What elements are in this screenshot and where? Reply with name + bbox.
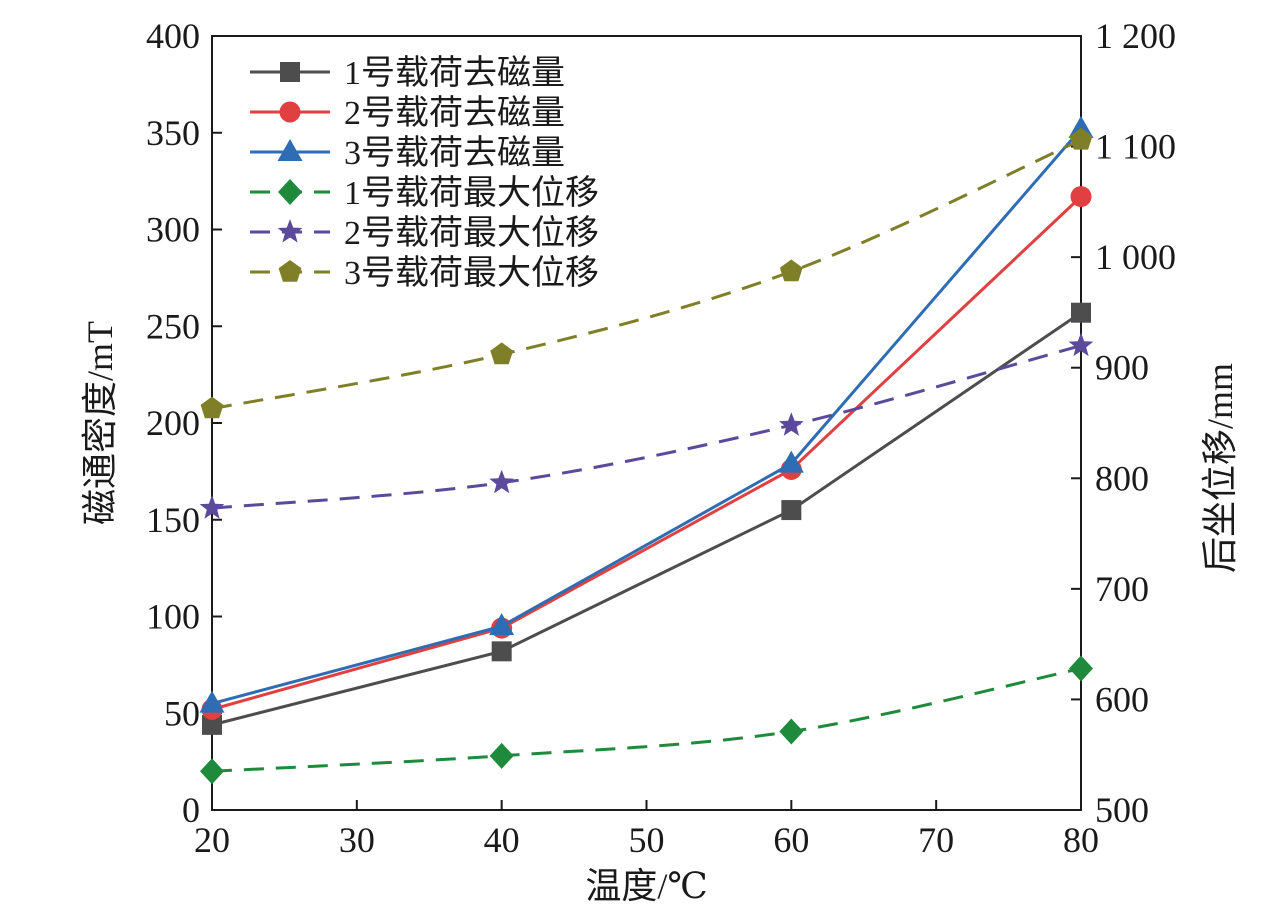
series-line (211, 667, 1082, 773)
data-point (781, 500, 802, 521)
y2-tick-label: 1 200 (1095, 16, 1176, 56)
x-tick-label: 30 (339, 820, 375, 860)
x-axis: 20 30 40 50 60 70 80 (194, 800, 1099, 860)
legend-label: 1号载荷去磁量 (344, 54, 565, 92)
data-point (277, 139, 303, 161)
data-point (277, 219, 303, 243)
y2-tick-label: 900 (1095, 348, 1149, 388)
y2-tick-label: 500 (1095, 790, 1149, 830)
y2-tick-label: 1 000 (1095, 237, 1176, 277)
y-tick-label: 100 (146, 597, 200, 637)
legend-item: 3号载荷最大位移 (250, 254, 599, 292)
y-tick-label: 300 (146, 210, 200, 250)
plot-frame (211, 35, 1082, 811)
x-axis-title: 温度/℃ (585, 866, 707, 906)
data-point (490, 342, 514, 365)
data-point (779, 718, 804, 745)
y-tick-label: 0 (182, 790, 200, 830)
legend-item: 1号载荷去磁量 (250, 54, 565, 92)
data-point (778, 450, 804, 473)
data-point (489, 613, 515, 636)
y-tick-label: 50 (164, 693, 200, 733)
y2-tick-label: 800 (1095, 458, 1149, 498)
data-point (200, 396, 224, 419)
y-tick-label: 350 (146, 113, 200, 153)
y2-tick-label: 700 (1095, 569, 1149, 609)
data-point (489, 469, 514, 494)
series-2 (201, 186, 1092, 720)
y-tick-label: 200 (146, 403, 200, 443)
plot-border (211, 35, 1082, 811)
x-tick-label: 70 (918, 820, 954, 860)
series-line (211, 127, 1083, 706)
data-point (491, 641, 512, 662)
data-point (200, 758, 224, 785)
data-point (1070, 186, 1092, 208)
data-point (278, 179, 302, 205)
data-point (1071, 302, 1091, 323)
y-axis-right-title: 后坐位移/mm (1200, 363, 1240, 573)
data-point (279, 101, 301, 123)
series-1 (202, 302, 1091, 735)
data-point (1069, 127, 1093, 150)
y2-tick-label: 1 100 (1095, 127, 1176, 167)
legend-label: 3号载荷去磁量 (344, 134, 565, 172)
series-5 (199, 332, 1094, 519)
data-point (779, 412, 804, 436)
data-point (1068, 115, 1094, 138)
series-3 (199, 115, 1094, 713)
x-tick-label: 40 (484, 820, 520, 860)
legend-item: 2号载荷最大位移 (250, 214, 599, 252)
legend-label: 1号载荷最大位移 (344, 174, 599, 212)
data-point (280, 62, 300, 82)
data-point (489, 742, 514, 769)
data-point (1069, 655, 1093, 682)
series-line (211, 311, 1082, 727)
y-tick-label: 400 (146, 16, 200, 56)
series-line (211, 138, 1082, 411)
series-line (211, 195, 1083, 711)
series-layer (199, 115, 1094, 785)
data-point (199, 690, 225, 713)
data-point (202, 714, 222, 735)
y-axis-left-title: 磁通密度/mT (80, 321, 120, 525)
data-point (199, 495, 225, 519)
y-axis-right: 500 600 700 800 900 1 000 1 100 1 200 (1071, 16, 1176, 830)
series-6 (200, 127, 1093, 419)
y-axis-left: 0 50 100 150 200 250 300 350 400 (146, 16, 222, 830)
data-point (779, 259, 803, 282)
legend-item: 1号载荷最大位移 (250, 174, 599, 212)
series-4 (200, 655, 1093, 785)
legend-label: 2号载荷最大位移 (344, 214, 599, 252)
y-tick-label: 150 (146, 500, 200, 540)
legend: 1号载荷去磁量2号载荷去磁量3号载荷去磁量1号载荷最大位移2号载荷最大位移3号载… (250, 54, 599, 292)
y2-tick-label: 600 (1095, 679, 1149, 719)
x-tick-label: 20 (194, 820, 230, 860)
y-tick-label: 250 (146, 306, 200, 346)
legend-label: 2号载荷去磁量 (344, 94, 565, 132)
legend-item: 2号载荷去磁量 (250, 94, 565, 132)
data-point (278, 260, 302, 282)
data-point (1068, 332, 1094, 357)
x-tick-label: 50 (629, 820, 665, 860)
x-tick-label: 80 (1063, 820, 1099, 860)
legend-label: 3号载荷最大位移 (344, 254, 599, 292)
legend-item: 3号载荷去磁量 (250, 134, 565, 172)
series-line (211, 344, 1082, 510)
x-tick-label: 60 (773, 820, 809, 860)
